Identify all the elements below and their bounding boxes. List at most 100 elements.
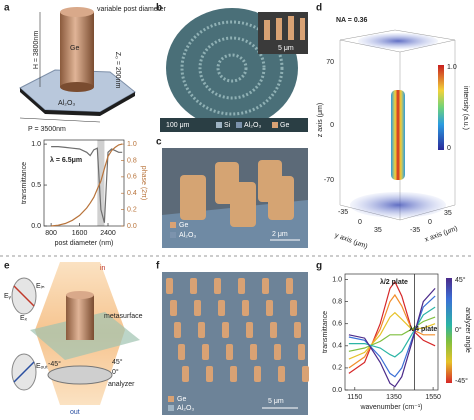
x-axis-label: wavenumber (cm⁻¹) [359,404,422,411]
y-tick-label: 0.2 [332,365,342,372]
field-label: Eₓ [20,315,28,322]
x-tick-label: 1350 [386,394,402,401]
post-top [60,7,94,17]
x-tick-label: 1550 [425,394,441,401]
colorbar-tick: -45° [455,377,468,385]
panel-label: b [156,3,162,14]
y-tick-label: 0.4 [332,343,342,350]
posts [180,160,294,227]
panel-label: a [4,3,10,14]
colorbar-tick: 0 [447,145,451,152]
annotation: λ/4 plate [409,325,437,333]
colorbar [446,278,452,383]
x-axis-label: x axis (μm) [424,225,459,243]
substrate-label: Al₂O₃ [58,100,75,107]
y-tick-label: 0.0 [332,387,342,394]
post-top [66,291,94,299]
metasurface-label: metasurface [104,313,143,320]
angle-label: 45° [112,358,123,366]
focal-beam [391,90,405,180]
y-tick-label: 0.0 [31,223,41,230]
na-label: NA = 0.36 [336,17,368,24]
panel-c: c Ge Al₂O₃ 2 μm [156,137,308,248]
field-label: Eᵢₙ [36,283,45,290]
series-line [348,293,436,369]
angle-label: -45° [48,360,61,368]
z-tick: -70 [324,177,334,184]
y-tick: 35 [374,227,382,234]
legend-label: Al₂O₃ [244,122,261,129]
z-tick: 70 [326,59,334,66]
period-label: P = 3500nm [28,126,66,133]
panel-label: f [156,261,160,272]
series-line [51,143,123,227]
rings [180,20,284,116]
y-tick: -35 [338,209,348,216]
plot-frame [43,139,125,227]
ge-post [66,295,94,340]
panel-f: f Ge Al₂O₃ 5 μm [156,261,309,415]
y-tick-label: 1.0 [332,276,342,283]
height-label: H = 3800nm [33,31,40,69]
legend-label: Ge [280,122,289,129]
legend-label: Ge [179,222,188,229]
panel-label: c [156,137,162,148]
y2-tick-label: 0.6 [127,174,137,181]
post-bottom [60,82,94,92]
panel-g: g 45° 0° -45° analyzer angle [316,261,471,385]
x-tick: 35 [444,210,452,217]
series-line [348,288,436,388]
z-axis-label: z axis (μm) [317,103,324,137]
far-field [358,33,438,49]
y-tick: 0 [358,219,362,226]
y-tick-label: 0.5 [31,182,41,189]
colorbar-label: analyzer angle [464,307,471,353]
shaded-range [97,140,105,226]
x-tick-label: 1150 [347,394,362,401]
analyzer-label: analyzer [108,381,135,388]
plot-frame [344,273,439,391]
substrate-edge [20,88,135,116]
z0-label: Z₀ = 200nm [114,52,121,89]
posts [166,278,309,382]
legend-label: Al₂O₃ [177,405,194,412]
panel-label: d [316,3,322,14]
rings [198,36,266,100]
series-line [348,280,436,374]
sem-image [162,272,308,415]
analyzer-plate [47,365,113,385]
colorbar-tick: 0° [455,326,462,334]
y2-tick-label: 0.2 [127,206,137,213]
field-label: Eᵧ [4,293,12,300]
in-label: in [100,265,106,272]
x-tick-label: 1600 [72,230,88,237]
colorbar-tick: 1.0 [447,64,457,71]
annotation: λ = 6.5μm [50,156,82,164]
colorbar-tick: 45° [455,276,466,284]
series-line [348,311,436,360]
panel-a-illustration: a variable post diameter Ge H = 3800nm Z… [4,3,167,133]
x-tick-label: 800 [45,230,57,237]
panel-d: d NA = 0.36 1.0 0 intensity (a.u.) 70 0 … [316,3,469,251]
y-axis-label: y axis (μm) [334,232,369,250]
scale-label: 2 μm [272,231,288,238]
y-tick-label: 0.8 [332,298,342,305]
x-tick: 0 [428,219,432,226]
y-tick-label: 1.0 [31,141,41,148]
inset-posts [264,16,305,40]
y2-axis-label: phase (2π) [140,166,147,200]
legend-bar [160,118,308,132]
scale-label: 5 μm [268,398,284,405]
panel-label: g [316,261,322,272]
y2-tick-label: 0.4 [127,190,137,197]
panel-label: e [4,261,10,272]
x-tick-label: 2400 [100,230,116,237]
rings [216,53,248,83]
field-label: Eₒᵤₜ [36,363,48,370]
legend-label: Si [224,122,231,129]
period-arrow [19,117,101,123]
x-axis-label: post diameter (nm) [55,240,114,247]
out-label: out [70,409,80,416]
input-field [350,192,446,218]
